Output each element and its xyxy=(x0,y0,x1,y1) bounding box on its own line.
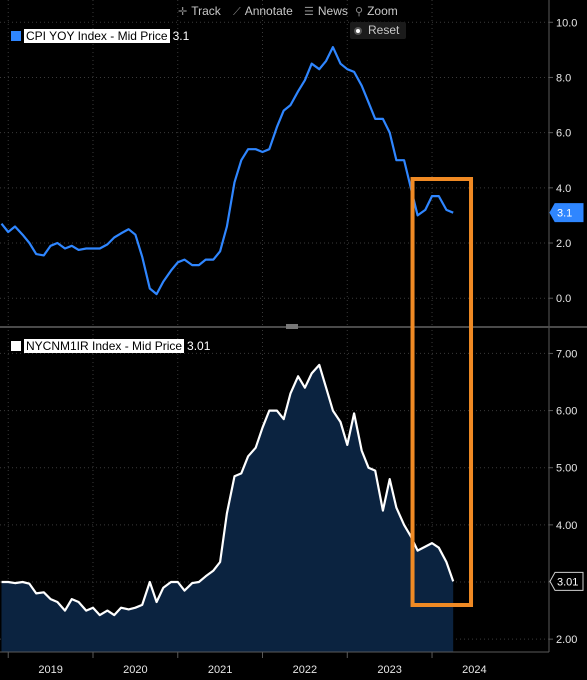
news-label: News xyxy=(317,4,348,18)
y-tick-label: 2.00 xyxy=(556,634,577,646)
highlight-box xyxy=(410,177,474,607)
nyc-area-fill xyxy=(1,364,454,652)
highlight-overlay xyxy=(410,177,474,607)
y-tick-label: 4.00 xyxy=(556,520,577,532)
chart-toolbar: ✛ Track ⟋ Annotate ☰ News ⚲ Zoom Reset xyxy=(0,0,550,40)
y-tick-label: 0.0 xyxy=(556,293,571,305)
y-tick-label: 7.00 xyxy=(556,348,577,360)
cpi-legend: CPI YOY Index - Mid Price 3.1 xyxy=(11,29,189,43)
nyc-legend-value: 3.01 xyxy=(187,339,211,353)
panel-resize-handle xyxy=(286,324,298,329)
news-icon: ☰ xyxy=(304,6,314,18)
nyc-area xyxy=(1,364,454,652)
reset-radio-icon xyxy=(354,27,362,35)
annotate-label: Annotate xyxy=(244,4,293,18)
annotate-button[interactable]: ⟋ Annotate xyxy=(233,4,293,19)
nyc-last-value-tag xyxy=(549,571,584,591)
news-button[interactable]: ☰ News xyxy=(304,4,348,18)
cpi-series-line xyxy=(0,46,454,296)
y-tick-label: 5.00 xyxy=(556,463,577,475)
cpi-legend-label: CPI YOY Index - Mid Price xyxy=(24,29,170,43)
crosshair-icon: ✛ xyxy=(178,6,188,18)
tick-labels: 0.02.04.06.08.010.03.12.003.004.005.006.… xyxy=(38,17,584,676)
y-tick-label: 2.0 xyxy=(556,238,571,250)
series-lines xyxy=(0,46,455,617)
y-tick-label: 6.0 xyxy=(556,128,571,140)
nyc-series-line xyxy=(1,363,455,617)
nyc-legend-label: NYCNM1IR Index - Mid Price xyxy=(24,339,185,353)
x-tick-label: 2023 xyxy=(377,664,401,676)
y-tick-label: 10.0 xyxy=(556,17,577,29)
y-tick-label: 4.0 xyxy=(556,183,571,195)
track-label: Track xyxy=(191,4,221,18)
x-tick-label: 2020 xyxy=(123,664,147,676)
y-tick-label: 6.00 xyxy=(556,406,577,418)
pencil-icon: ⟋ xyxy=(233,6,241,18)
cpi-legend-swatch xyxy=(11,31,21,41)
x-tick-label: 2022 xyxy=(293,664,317,676)
magnifier-icon: ⚲ xyxy=(355,6,364,18)
x-tick-label: 2024 xyxy=(462,664,486,676)
nyc-last-value-text: 3.01 xyxy=(557,576,578,588)
zoom-label: Zoom xyxy=(367,4,398,18)
track-button[interactable]: ✛ Track xyxy=(178,4,221,18)
nyc-legend-swatch xyxy=(11,341,21,351)
x-tick-label: 2019 xyxy=(38,664,62,676)
cpi-last-value-tag xyxy=(549,203,584,223)
x-tick-label: 2021 xyxy=(208,664,232,676)
nyc-legend: NYCNM1IR Index - Mid Price 3.01 xyxy=(11,339,210,353)
cpi-last-value-text: 3.1 xyxy=(557,208,572,220)
axes xyxy=(0,0,587,658)
reset-label: Reset xyxy=(368,23,400,37)
reset-button[interactable]: Reset xyxy=(350,22,407,39)
zoom-button[interactable]: ⚲ Zoom xyxy=(355,4,398,18)
y-tick-label: 8.0 xyxy=(556,72,571,84)
cpi-legend-value: 3.1 xyxy=(172,29,190,43)
